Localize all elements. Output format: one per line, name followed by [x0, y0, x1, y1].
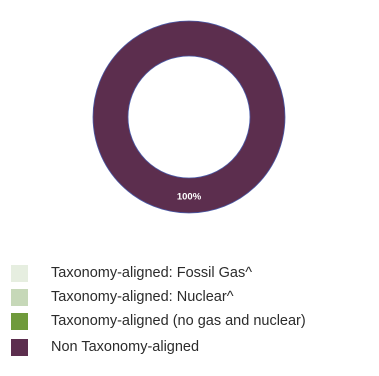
- legend-item-fossil-gas: Taxonomy-aligned: Fossil Gas^: [11, 262, 379, 284]
- legend-item-aligned-no-gas-nuclear: Taxonomy-aligned (no gas and nuclear): [11, 310, 379, 332]
- donut-slice-border-inner: [127, 55, 251, 179]
- legend-label-non-aligned: Non Taxonomy-aligned: [51, 339, 200, 355]
- legend-swatch-aligned-no-gas-nuclear: [11, 313, 28, 330]
- legend-item-non-aligned: Non Taxonomy-aligned: [11, 336, 379, 358]
- legend-swatch-non-aligned: [11, 339, 28, 356]
- legend-item-nuclear: Taxonomy-aligned: Nuclear^: [11, 286, 379, 308]
- legend-swatch-fossil-gas: [11, 265, 28, 282]
- donut-slice-border-outer: [92, 20, 286, 214]
- donut-slice-non-aligned: [93, 21, 285, 213]
- legend-label-nuclear: Taxonomy-aligned: Nuclear^: [51, 289, 234, 305]
- legend-label-aligned-no-gas-nuclear: Taxonomy-aligned (no gas and nuclear): [51, 313, 306, 329]
- legend-label-fossil-gas: Taxonomy-aligned: Fossil Gas^: [51, 265, 253, 281]
- donut-chart: 100%: [92, 20, 286, 214]
- data-label-non-aligned: 100%: [177, 192, 202, 203]
- legend-swatch-nuclear: [11, 289, 28, 306]
